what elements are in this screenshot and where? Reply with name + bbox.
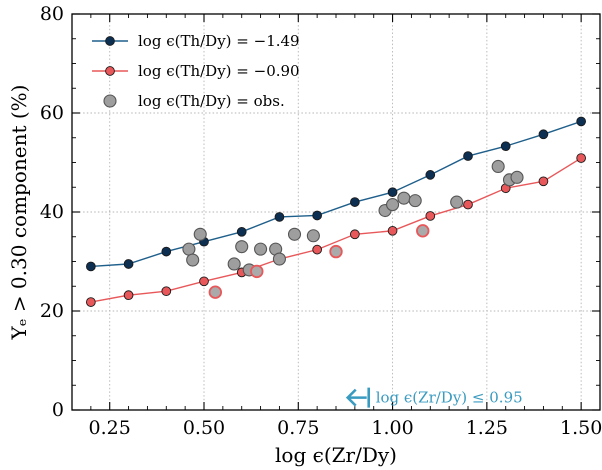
observed-point — [272, 252, 286, 266]
data-point — [350, 229, 360, 240]
observed-point — [491, 159, 505, 174]
x-tick-label: 1.00 — [371, 417, 413, 439]
y-axis-label: Yₑ > 0.30 component (%) — [7, 85, 31, 341]
data-point — [463, 199, 473, 210]
series-layer — [86, 116, 586, 307]
observed-point — [235, 240, 249, 254]
x-tick-label: 0.25 — [89, 417, 131, 439]
observed-point — [254, 242, 268, 256]
data-point — [161, 246, 172, 257]
data-point — [387, 187, 398, 198]
data-point — [312, 244, 322, 255]
y-tick-label: 40 — [40, 201, 64, 223]
legend-marker — [105, 36, 115, 46]
ticks — [72, 13, 600, 411]
observed-point — [227, 257, 241, 271]
legend-label: log ϵ(Th/Dy) = −1.49 — [138, 32, 300, 50]
left-arrow-icon — [345, 387, 371, 408]
observed-point — [186, 253, 200, 267]
observed-point — [397, 191, 411, 205]
observed-point — [408, 194, 422, 208]
series-0 — [86, 116, 586, 272]
legend-marker — [105, 66, 115, 76]
data-point — [123, 259, 134, 269]
y-tick-label: 80 — [40, 3, 64, 25]
series-1 — [86, 153, 586, 307]
highlighted-point — [329, 244, 343, 259]
data-point — [538, 176, 549, 187]
annotation-label: log ϵ(Zr/Dy) ≤ 0.95 — [376, 389, 523, 407]
x-tick-label: 0.50 — [183, 417, 225, 439]
data-point — [86, 297, 96, 307]
x-tick-label: 1.50 — [560, 417, 602, 439]
observed-point — [182, 242, 196, 256]
data-point — [350, 197, 360, 207]
x-tick-label: 1.25 — [466, 417, 508, 439]
data-point — [387, 225, 398, 236]
data-point — [236, 226, 247, 237]
data-point — [576, 116, 586, 127]
legend-label: log ϵ(Th/Dy) = −0.90 — [138, 62, 300, 80]
tick-labels: 0.25 0.50 0.75 1.00 1.25 1.50 0 20 40 60 80 — [40, 3, 602, 439]
data-point — [199, 276, 209, 287]
series-3 — [208, 224, 430, 299]
observed-point — [287, 227, 302, 241]
data-point — [538, 129, 549, 140]
series-line — [90, 157, 582, 303]
y-tick-label: 0 — [52, 399, 64, 421]
observed-point — [510, 170, 524, 184]
observed-point — [450, 195, 464, 209]
highlighted-point — [208, 285, 223, 299]
legend-marker — [103, 94, 117, 108]
series-line — [90, 120, 582, 268]
data-point — [500, 141, 511, 152]
data-point — [312, 210, 322, 221]
legend-label: log ϵ(Th/Dy) = obs. — [138, 92, 285, 110]
annotation: log ϵ(Zr/Dy) ≤ 0.95 — [345, 387, 523, 408]
highlighted-point — [250, 264, 264, 279]
series-2 — [182, 159, 524, 277]
data-point — [425, 170, 436, 180]
observed-point — [193, 227, 207, 241]
observed-point — [386, 198, 400, 212]
data-point — [86, 261, 96, 272]
data-point — [463, 151, 473, 161]
data-point — [161, 286, 172, 297]
y-tick-label: 60 — [40, 102, 64, 124]
data-point — [576, 153, 586, 163]
observed-point — [306, 229, 320, 243]
y-tick-label: 20 — [40, 300, 64, 322]
highlighted-point — [416, 224, 430, 238]
legend: log ϵ(Th/Dy) = −1.49 log ϵ(Th/Dy) = −0.90… — [92, 32, 300, 110]
x-axis-label: log ϵ(Zr/Dy) — [275, 443, 397, 467]
data-point — [274, 212, 285, 222]
data-point — [425, 211, 436, 221]
x-tick-label: 0.75 — [277, 417, 319, 439]
data-point — [123, 290, 134, 301]
